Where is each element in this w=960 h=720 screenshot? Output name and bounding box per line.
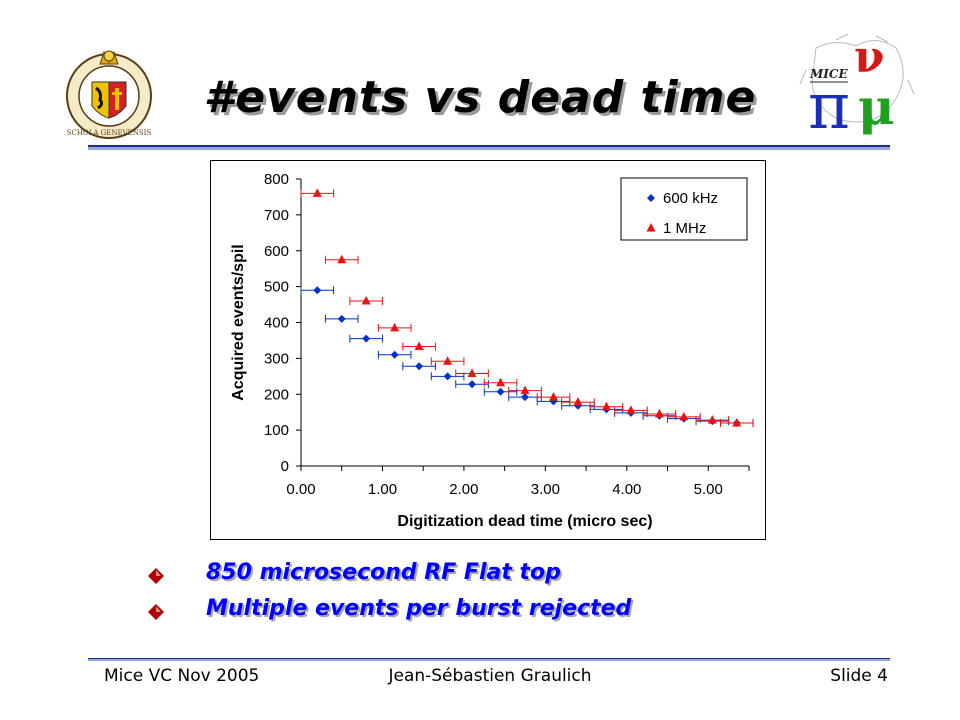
series-1mhz-point: [707, 415, 717, 424]
footer-left-text: Mice VC Nov 2005: [104, 666, 260, 686]
svg-text:π: π: [808, 70, 850, 138]
slide-title: #events vs dead time: [203, 72, 757, 123]
series-1mhz-point: [467, 368, 477, 377]
mice-logo-text: MICE: [809, 67, 848, 81]
y-tick-label: 600: [264, 243, 289, 260]
series-600khz-point: [521, 393, 529, 402]
series-1mhz-point: [496, 377, 506, 387]
series-1mhz-point: [679, 411, 689, 421]
series-1mhz-point: [573, 397, 583, 406]
bullet-text: Multiple events per burst rejected: [206, 596, 632, 621]
y-tick-label: 200: [264, 386, 289, 403]
series-600khz-point: [443, 372, 452, 381]
series-600khz-point: [313, 286, 322, 295]
series-1mhz-point: [443, 356, 453, 365]
events-vs-deadtime-chart: 0 100 200 300 400 500 600 700 800 0.00 1.00 2.00 3.0…: [230, 171, 754, 530]
x-tick-label: 3.00: [531, 481, 560, 498]
series-1mhz-point: [520, 385, 530, 395]
series-600khz-point: [362, 334, 371, 343]
series-1mhz-point: [414, 341, 424, 351]
series-1mhz-point: [337, 254, 347, 264]
series-1mhz-point: [654, 408, 664, 418]
legend-label: 600 kHz: [663, 190, 718, 207]
series-1mhz-point: [549, 392, 559, 401]
series-600khz-point: [468, 380, 477, 389]
x-axis-title: Digitization dead time (micro sec): [397, 513, 652, 530]
series-1mhz-point: [601, 401, 611, 411]
y-tick-label: 700: [264, 207, 289, 224]
footer-author: Jean-Sébastien Graulich: [388, 666, 592, 686]
legend-marker-1mhz: [646, 223, 656, 232]
y-tick-label: 800: [264, 171, 289, 188]
seal-lettering: SCHOLA GENEVENSIS: [67, 129, 152, 137]
chart-legend: [620, 177, 748, 241]
series-600khz-point: [390, 350, 399, 359]
y-tick-label: 500: [264, 279, 289, 296]
bullet-text: 850 microsecond RF Flat top: [206, 560, 561, 585]
series-1mhz-point: [361, 295, 371, 305]
x-tick-label: 5.00: [694, 481, 723, 498]
series-600khz-point: [337, 314, 346, 323]
series-1mhz-point: [626, 405, 636, 414]
title-divider: [88, 145, 890, 150]
legend-label: 1 MHz: [663, 220, 706, 237]
svg-text:ν: ν: [854, 32, 885, 83]
series-600khz-point: [549, 397, 558, 406]
mice-logo: ν π μ MICE: [799, 32, 915, 138]
x-tick-label: 2.00: [449, 481, 478, 498]
y-tick-label: 300: [264, 350, 289, 367]
footer-divider: [88, 658, 890, 661]
y-axis-title: Acquired events/spil: [230, 244, 247, 401]
x-tick-label: 0.00: [286, 481, 315, 498]
university-seal-logo: SCHOLA GENEVENSIS: [66, 50, 152, 139]
chart-frame: 0 100 200 300 400 500 600 700 800 0.00 1.00 2.00 3.0…: [210, 160, 766, 540]
svg-text:μ: μ: [858, 77, 895, 136]
bullet-marker-icon: [148, 568, 164, 584]
series-1mhz-point: [732, 417, 742, 427]
bullet-marker-icon: [148, 604, 164, 620]
y-tick-label: 400: [264, 315, 289, 332]
series-1mhz-point: [312, 188, 322, 197]
x-tick-label: 4.00: [612, 481, 641, 498]
series-600khz-point: [496, 387, 505, 396]
y-tick-label: 100: [264, 422, 289, 439]
series-1mhz-point: [390, 322, 400, 332]
legend-marker-600khz: [647, 194, 655, 202]
series-600khz-point: [415, 362, 424, 371]
slide-number: Slide 4: [830, 666, 888, 686]
x-tick-label: 1.00: [368, 481, 397, 498]
y-tick-label: 0: [281, 458, 289, 475]
